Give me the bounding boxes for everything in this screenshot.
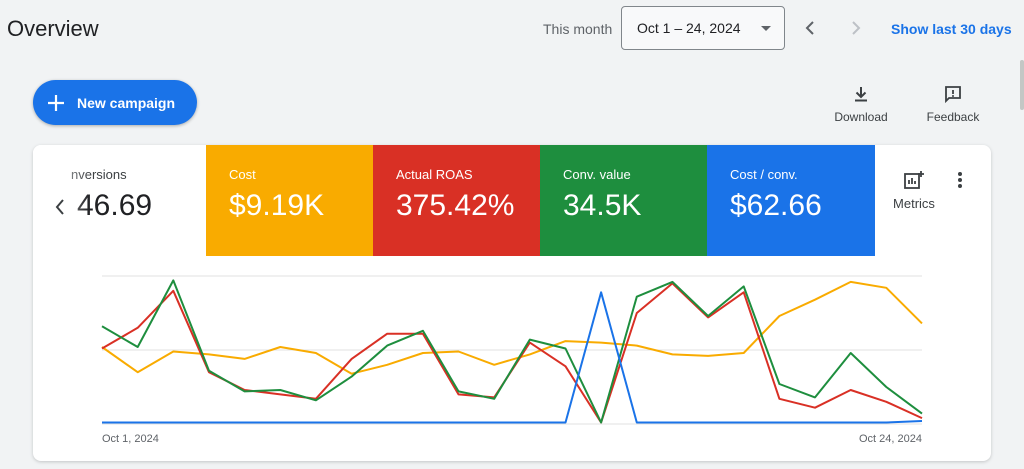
scorecard-label: nversions (71, 167, 127, 182)
more-vert-icon[interactable] (957, 171, 963, 189)
plus-icon (48, 94, 64, 111)
x-axis-end-label: Oct 24, 2024 (859, 433, 922, 445)
series-line-3 (102, 291, 923, 424)
scorecard-value: $62.66 (730, 189, 822, 222)
scorecard-value: 34.5K (563, 189, 642, 222)
download-icon (855, 87, 867, 102)
metrics-label: Metrics (893, 196, 935, 211)
chevron-right-icon (852, 21, 861, 35)
chevron-left-icon[interactable] (53, 197, 67, 217)
date-range-select[interactable]: Oct 1 – 24, 2024 (621, 6, 785, 50)
scorecard-conv-value[interactable]: Conv. value 34.5K (540, 145, 707, 256)
page-title: Overview (7, 16, 99, 41)
scorecard-value: $9.19K (229, 189, 325, 222)
scorecard-conversions[interactable]: nversions 46.69 (33, 145, 206, 256)
feedback-button[interactable]: Feedback (918, 84, 988, 124)
new-campaign-button[interactable]: New campaign (33, 80, 197, 125)
scorecard-actual-roas[interactable]: Actual ROAS 375.42% (373, 145, 540, 256)
feedback-label: Feedback (926, 110, 980, 124)
scorecard-label: Cost / conv. (730, 167, 798, 182)
date-range-value: Oct 1 – 24, 2024 (637, 20, 741, 36)
scorecard-label: Actual ROAS (396, 167, 473, 182)
performance-line-chart: Oct 1, 2024 Oct 24, 2024 (101, 275, 923, 445)
previous-period-button[interactable] (798, 16, 822, 40)
x-axis-start-label: Oct 1, 2024 (102, 433, 159, 445)
this-month-label: This month (543, 21, 613, 37)
scorecard-label: Cost (229, 167, 256, 182)
scorecard-label: Conv. value (563, 167, 631, 182)
scorecard-cost[interactable]: Cost $9.19K (206, 145, 373, 256)
feedback-icon (945, 86, 961, 104)
metrics-button[interactable]: Metrics (883, 170, 945, 211)
scorecard-value: 46.69 (77, 189, 153, 222)
scorecard-value: 375.42% (396, 189, 515, 222)
show-last-30-days-link[interactable]: Show last 30 days (891, 21, 1012, 37)
series-line-2 (101, 279, 923, 424)
page-scrollbar[interactable] (1020, 60, 1024, 110)
download-label: Download (834, 110, 888, 124)
new-campaign-label: New campaign (77, 94, 176, 111)
download-button[interactable]: Download (826, 84, 896, 124)
overview-card: nversions 46.69 Cost $9.19K Actual ROAS … (33, 145, 991, 461)
chevron-left-icon (805, 21, 814, 35)
series-line-0 (101, 280, 923, 375)
add-chart-icon (904, 171, 924, 189)
next-period-button[interactable] (844, 16, 868, 40)
scorecard-cost-per-conv[interactable]: Cost / conv. $62.66 (707, 145, 875, 256)
series-line-1 (101, 282, 923, 424)
chevron-down-icon (761, 26, 771, 31)
